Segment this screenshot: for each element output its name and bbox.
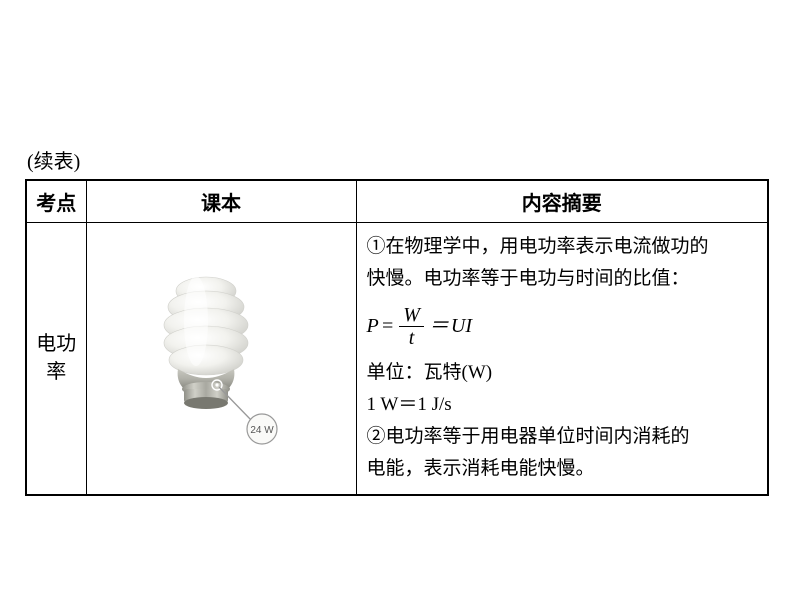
formula-P: P: [367, 309, 379, 343]
header-book: 课本: [86, 180, 356, 223]
formula-numerator: W: [399, 304, 424, 327]
wattage-label: 24 W: [247, 414, 277, 444]
book-cell: 24 W: [86, 223, 356, 495]
summary-line-6: 电能，表示消耗电能快慢。: [367, 453, 758, 485]
header-row: 考点 课本 内容摘要: [26, 180, 768, 223]
formula-eq1: =: [381, 309, 395, 343]
formula-UI: UI: [451, 309, 472, 343]
summary-line-4: 1 W＝1 J/s: [367, 389, 758, 421]
formula-denominator: t: [405, 327, 419, 349]
power-formula: P = W t ＝ UI: [367, 304, 758, 349]
table-row: 电功 率: [26, 223, 768, 495]
formula-eq2: ＝: [429, 309, 449, 343]
bulb-spiral: [164, 276, 248, 375]
wattage-text: 24 W: [250, 425, 274, 436]
summary-line-2: 快慢。电功率等于电功与时间的比值：: [367, 263, 758, 295]
continued-label: (续表): [27, 145, 769, 174]
summary-line-1: ①在物理学中，用电功率表示电流做功的: [367, 231, 758, 263]
summary-line-3: 单位：瓦特(W): [367, 357, 758, 389]
bulb-container: 24 W: [95, 248, 348, 468]
summary-line-5: ②电功率等于用电器单位时间内消耗的: [367, 421, 758, 453]
topic-char2: 率: [46, 361, 66, 383]
topic-text: 电功 率: [35, 330, 78, 386]
cfl-bulb-icon: 24 W: [144, 261, 299, 456]
topic-cell: 电功 率: [26, 223, 86, 495]
header-topic: 考点: [26, 180, 86, 223]
content-table: 考点 课本 内容摘要 电功 率: [25, 179, 769, 496]
topic-char1: 电功: [36, 333, 76, 355]
summary-cell: ①在物理学中，用电功率表示电流做功的 快慢。电功率等于电功与时间的比值： P =…: [356, 223, 768, 495]
header-summary: 内容摘要: [356, 180, 768, 223]
formula-fraction: W t: [399, 304, 424, 349]
